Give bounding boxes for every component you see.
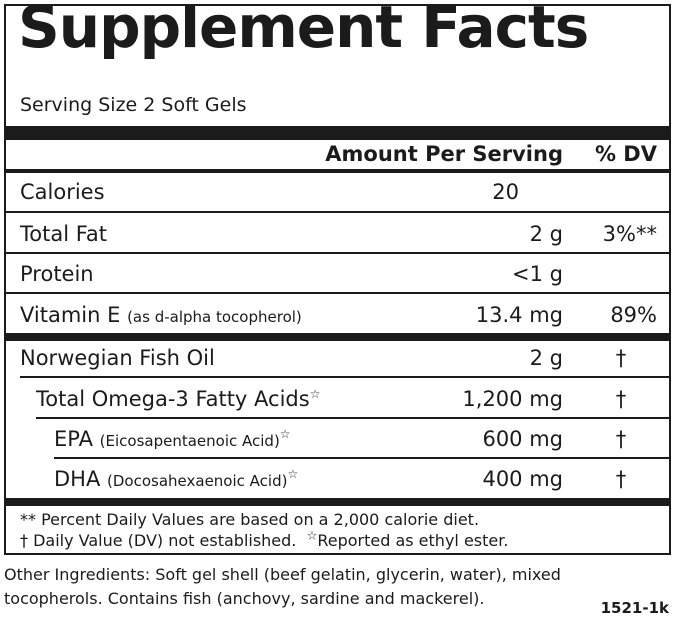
ingredient-row-dha: DHA (Docosahexaenoic Acid)☆: [54, 467, 299, 491]
ingredient-name-omega-3: Total Omega-3 Fatty Acids: [36, 387, 310, 411]
footnote-ethyl-ester: Reported as ethyl ester.: [317, 531, 509, 550]
thick-rule-top: [6, 126, 669, 140]
nutrient-name-total-fat: Total Fat: [20, 222, 107, 246]
serving-size: Serving Size 2 Soft Gels: [20, 94, 247, 116]
nutrient-qualifier-vitamin-e: (as d-alpha tocopherol): [127, 308, 302, 326]
other-ingredients: Other Ingredients: Soft gel shell (beef …: [4, 565, 561, 608]
ingredient-amount-omega-3: 1,200 mg: [462, 387, 563, 411]
nutrient-amount-protein: <1 g: [512, 262, 563, 286]
row-divider: [6, 252, 669, 254]
nutrient-amount-total-fat: 2 g: [529, 222, 563, 246]
nutrient-dv-vitamin-e: 89%: [610, 303, 657, 327]
supplement-facts-panel: Supplement Facts Serving Size 2 Soft Gel…: [4, 4, 671, 555]
nutrient-dv-total-fat: 3%**: [602, 222, 657, 246]
daily-value-header: % DV: [594, 142, 657, 166]
footnote-percent-daily: ** Percent Daily Values are based on a 2…: [20, 510, 480, 529]
footnote-dv-not-established-row: † Daily Value (DV) not established. ☆Rep…: [20, 530, 509, 550]
ingredient-name-epa: EPA: [54, 427, 93, 451]
amount-per-serving-header: Amount Per Serving: [325, 142, 563, 166]
ingredient-amount-epa: 600 mg: [482, 427, 563, 451]
nutrient-row-vitamin-e: Vitamin E (as d-alpha tocopherol): [20, 305, 302, 326]
ingredient-name-fish-oil: Norwegian Fish Oil: [20, 346, 215, 370]
row-divider: [6, 292, 669, 294]
ingredient-dv-dha: †: [615, 467, 627, 491]
nutrient-name-vitamin-e: Vitamin E: [20, 303, 121, 327]
nutrient-name-calories: Calories: [20, 180, 105, 204]
ingredient-row-omega-3: Total Omega-3 Fatty Acids☆: [36, 387, 321, 411]
ingredient-row-epa: EPA (Eicosapentaenoic Acid)☆: [54, 427, 291, 451]
row-divider: [36, 417, 669, 419]
footnote-dv-not-established: † Daily Value (DV) not established.: [20, 531, 297, 550]
ingredient-qualifier-dha: (Docosahexaenoic Acid): [107, 472, 288, 490]
ingredient-name-dha: DHA: [54, 467, 101, 491]
thick-rule-bottom: [6, 498, 669, 506]
nutrient-amount-calories: 20: [492, 180, 519, 204]
row-divider: [6, 211, 669, 213]
nutrient-amount-vitamin-e: 13.4 mg: [475, 303, 563, 327]
panel-title: Supplement Facts: [18, 4, 589, 61]
header-rule: [6, 169, 669, 173]
star-icon: ☆: [309, 387, 321, 401]
row-divider: [20, 376, 669, 378]
ingredient-amount-fish-oil: 2 g: [529, 346, 563, 370]
star-icon: ☆: [279, 427, 291, 441]
thick-rule-middle: [6, 333, 669, 341]
star-icon: ☆: [306, 528, 318, 543]
label-code: 1521-1k: [600, 599, 669, 617]
ingredient-amount-dha: 400 mg: [482, 467, 563, 491]
star-icon: ☆: [287, 467, 299, 481]
ingredient-dv-epa: †: [615, 427, 627, 451]
ingredient-dv-omega-3: †: [615, 387, 627, 411]
row-divider: [54, 457, 669, 459]
nutrient-name-protein: Protein: [20, 262, 94, 286]
ingredient-dv-fish-oil: †: [615, 346, 627, 370]
ingredient-qualifier-epa: (Eicosapentaenoic Acid): [99, 432, 280, 450]
